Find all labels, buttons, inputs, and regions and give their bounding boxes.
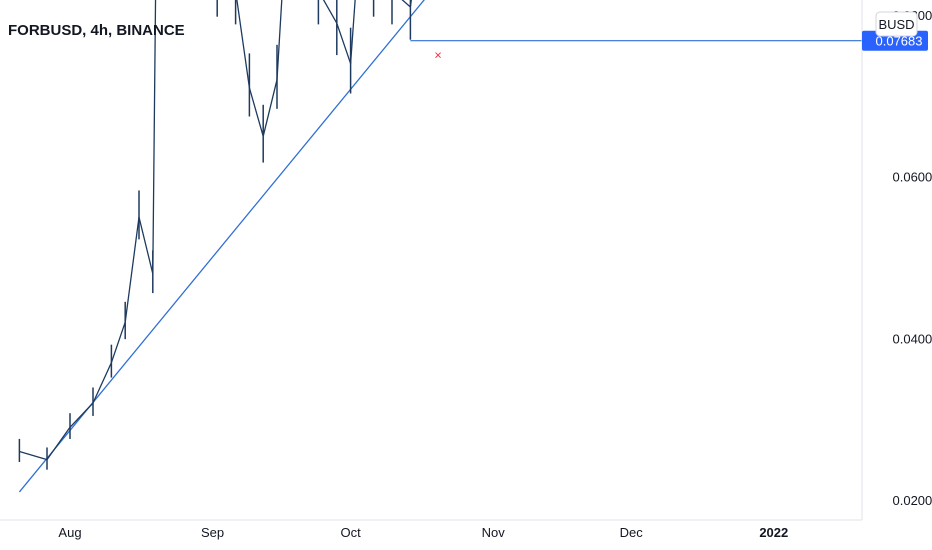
x-tick-label: Sep [201, 525, 224, 540]
x-tick-label: Oct [340, 525, 361, 540]
symbol-title: FORBUSD, 4h, BINANCE [8, 22, 185, 39]
plot-area: 1(0.20182)× [18, 0, 862, 493]
price-line [19, 0, 412, 461]
x-tick-label: 2022 [759, 525, 788, 540]
price-level-label: 0.07683 [876, 34, 923, 49]
invalidation-marker: × [434, 47, 442, 62]
x-tick-label: Nov [482, 525, 506, 540]
x-tick-label: Aug [58, 525, 81, 540]
x-tick-label: Dec [620, 525, 644, 540]
currency-button-label: BUSD [878, 17, 914, 32]
ascending-trendline [18, 0, 425, 493]
y-tick-label: 0.06000 [893, 170, 932, 185]
currency-button[interactable]: BUSD [875, 11, 918, 37]
time-axis[interactable]: Aug Sep Oct Nov Dec 2022 [58, 525, 788, 540]
price-axis[interactable]: 0.020000.040000.060000.080000.100000.120… [893, 0, 932, 508]
